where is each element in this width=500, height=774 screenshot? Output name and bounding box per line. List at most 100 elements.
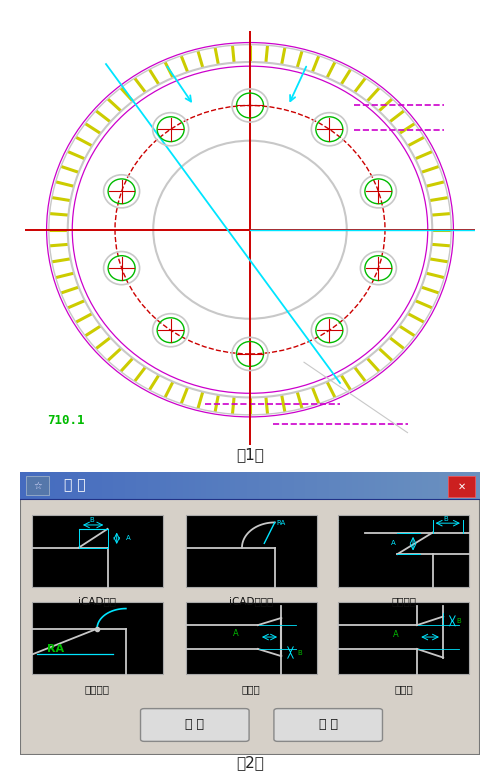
Bar <box>264 472 271 499</box>
Bar <box>428 472 434 499</box>
Text: 轴倒角: 轴倒角 <box>242 683 260 694</box>
Bar <box>375 472 382 499</box>
Bar <box>258 472 266 499</box>
Bar <box>270 472 277 499</box>
Text: B: B <box>298 650 302 656</box>
Bar <box>282 472 288 499</box>
Bar <box>456 472 464 499</box>
Bar <box>340 472 347 499</box>
Bar <box>130 472 138 499</box>
Bar <box>480 472 486 499</box>
Bar <box>49 472 56 499</box>
Text: RA: RA <box>276 520 286 526</box>
Bar <box>32 515 162 587</box>
Bar <box>72 472 79 499</box>
Text: 单边倒角: 单边倒角 <box>392 596 416 606</box>
Bar <box>410 472 417 499</box>
Bar <box>166 472 172 499</box>
Text: 孔倒角: 孔倒角 <box>394 683 413 694</box>
Bar <box>334 472 341 499</box>
Bar <box>242 472 248 499</box>
Bar <box>392 472 400 499</box>
Bar <box>136 472 143 499</box>
Text: 取 消: 取 消 <box>318 718 338 731</box>
FancyBboxPatch shape <box>20 472 480 755</box>
Bar <box>90 472 96 499</box>
Text: B: B <box>456 618 462 624</box>
Text: ☆: ☆ <box>33 481 42 491</box>
Bar <box>236 472 242 499</box>
Bar <box>172 472 178 499</box>
Bar <box>364 472 370 499</box>
Bar <box>160 472 166 499</box>
Bar <box>189 472 196 499</box>
Bar <box>32 602 162 674</box>
Bar <box>474 472 481 499</box>
Bar <box>317 472 324 499</box>
Bar <box>247 472 254 499</box>
Text: iCAD倒角: iCAD倒角 <box>78 596 116 606</box>
Bar <box>206 472 213 499</box>
Bar <box>212 472 219 499</box>
Bar <box>194 472 202 499</box>
Text: iCAD倒圆角: iCAD倒圆角 <box>229 596 274 606</box>
Bar <box>20 472 26 499</box>
Bar <box>186 602 316 674</box>
Bar <box>338 515 469 587</box>
Bar <box>311 472 318 499</box>
Text: 单边圆角: 单边圆角 <box>84 683 110 694</box>
Bar <box>26 476 50 495</box>
Bar <box>468 472 475 499</box>
Bar <box>387 472 394 499</box>
Bar <box>294 472 300 499</box>
Bar <box>32 472 38 499</box>
Bar <box>422 472 428 499</box>
Bar <box>84 472 90 499</box>
Bar <box>398 472 405 499</box>
Bar <box>61 472 68 499</box>
Bar <box>44 472 50 499</box>
Bar <box>288 472 294 499</box>
Bar <box>352 472 358 499</box>
Bar <box>224 472 230 499</box>
Text: A: A <box>126 536 131 541</box>
Bar <box>78 472 85 499</box>
Bar <box>462 472 469 499</box>
Bar <box>96 472 102 499</box>
Bar <box>300 472 306 499</box>
Bar <box>66 472 73 499</box>
Bar <box>154 472 160 499</box>
Bar <box>102 472 108 499</box>
Bar <box>142 472 149 499</box>
Bar <box>416 472 422 499</box>
Bar <box>78 529 108 548</box>
Bar <box>113 472 120 499</box>
Bar <box>177 472 184 499</box>
Bar <box>183 472 190 499</box>
Bar <box>119 472 126 499</box>
Bar <box>276 472 283 499</box>
Bar <box>346 472 352 499</box>
Bar <box>218 472 224 499</box>
Bar <box>125 472 132 499</box>
Bar <box>381 472 388 499</box>
Bar <box>55 472 62 499</box>
Bar <box>404 472 411 499</box>
Bar <box>26 472 32 499</box>
Text: 确 定: 确 定 <box>186 718 204 731</box>
Text: RA: RA <box>47 644 64 654</box>
Text: B: B <box>444 515 448 522</box>
Bar <box>38 472 44 499</box>
Text: 710.1: 710.1 <box>48 414 85 427</box>
Text: B: B <box>90 517 94 523</box>
Bar <box>186 515 316 587</box>
FancyBboxPatch shape <box>274 709 382 741</box>
Bar <box>358 472 364 499</box>
Text: A: A <box>391 540 396 546</box>
Bar <box>338 602 469 674</box>
Bar <box>306 472 312 499</box>
FancyBboxPatch shape <box>140 709 249 741</box>
Text: A: A <box>393 630 399 639</box>
Text: （1）: （1） <box>236 447 264 462</box>
Text: ✕: ✕ <box>458 481 466 491</box>
